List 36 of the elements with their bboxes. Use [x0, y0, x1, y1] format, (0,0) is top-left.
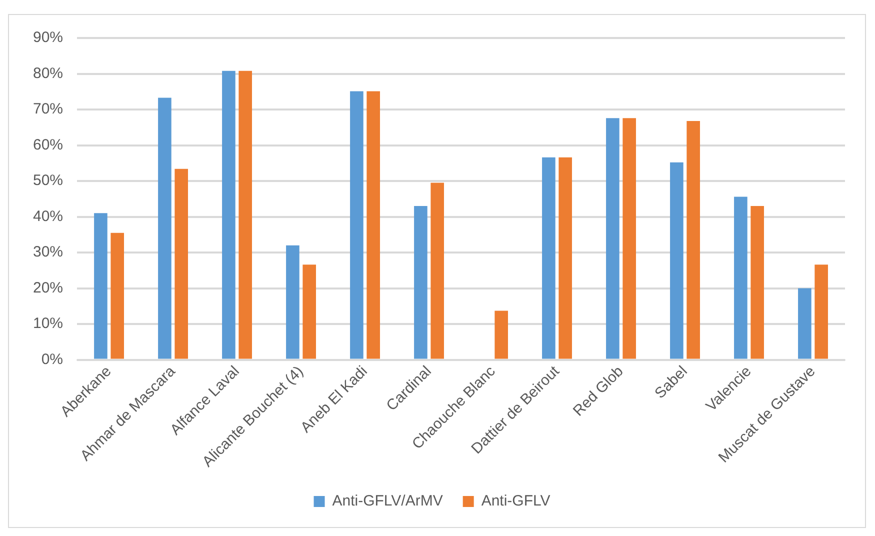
bar — [750, 206, 764, 359]
bar — [366, 91, 380, 359]
y-tick-label: 70% — [32, 100, 64, 118]
bar — [238, 70, 252, 359]
y-tick-label: 60% — [32, 136, 64, 154]
y-tick-label: 50% — [32, 172, 64, 190]
bar — [814, 264, 828, 359]
bar — [622, 118, 636, 359]
bar — [670, 162, 684, 359]
y-tick-label: 30% — [32, 244, 64, 261]
bar — [222, 70, 236, 359]
bar — [302, 264, 316, 359]
bar — [606, 118, 620, 359]
bar — [558, 157, 572, 359]
bar — [414, 206, 428, 359]
x-tick-label: Red Glob — [570, 362, 627, 420]
y-tick-label: 20% — [32, 279, 64, 296]
bar — [158, 98, 172, 359]
bar — [94, 213, 108, 359]
bar — [110, 232, 124, 359]
bar — [494, 310, 508, 359]
y-tick-label: 10% — [32, 315, 64, 332]
y-tick-label: 0% — [41, 350, 64, 368]
bar — [286, 245, 300, 359]
bar — [734, 196, 748, 359]
bar — [542, 157, 556, 359]
bar — [798, 288, 812, 359]
legend-label: Anti-GFLV/ArMV — [332, 492, 443, 510]
y-tick-label: 90% — [32, 29, 64, 46]
y-tick-label: 40% — [32, 208, 64, 225]
bar — [174, 168, 188, 359]
bar — [686, 120, 700, 359]
bar — [430, 182, 444, 359]
bar — [350, 91, 364, 359]
legend-label: Anti-GFLV — [481, 492, 550, 510]
y-tick-label: 80% — [32, 64, 64, 82]
